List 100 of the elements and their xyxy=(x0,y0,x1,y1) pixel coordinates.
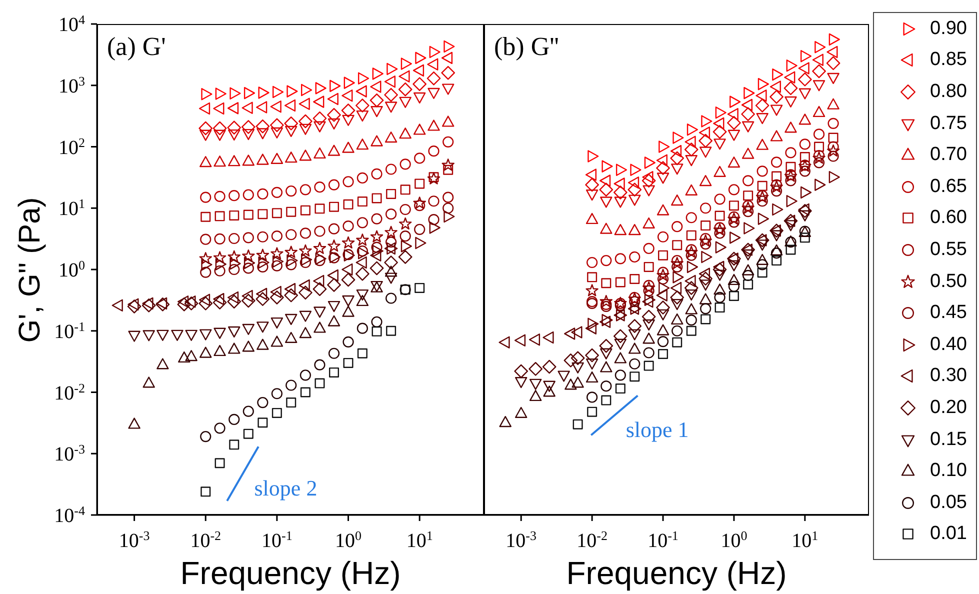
point xyxy=(414,282,425,293)
x-tick-label: 10$^{-1}$ xyxy=(262,528,292,552)
point xyxy=(256,101,268,114)
point xyxy=(198,102,210,115)
point xyxy=(442,202,454,214)
point xyxy=(784,122,797,133)
point xyxy=(400,230,411,242)
point xyxy=(214,458,225,468)
point xyxy=(399,128,412,139)
point xyxy=(799,166,810,177)
point xyxy=(741,107,755,122)
point xyxy=(284,99,296,112)
point xyxy=(586,190,598,201)
point xyxy=(285,126,298,137)
point xyxy=(372,244,384,258)
point xyxy=(686,230,696,240)
point xyxy=(742,200,754,212)
point xyxy=(384,76,396,88)
point xyxy=(828,141,839,152)
point xyxy=(258,256,270,269)
point xyxy=(813,150,825,162)
point xyxy=(342,236,355,249)
point xyxy=(629,358,640,370)
point xyxy=(214,211,225,222)
point xyxy=(713,117,724,130)
point xyxy=(212,121,227,136)
point xyxy=(271,230,282,242)
point xyxy=(728,156,740,168)
point xyxy=(329,367,339,378)
point xyxy=(600,196,612,208)
point xyxy=(201,258,212,271)
point xyxy=(200,156,212,168)
y-tick-label: 10$^{2}$ xyxy=(58,134,85,159)
point xyxy=(602,160,613,172)
point xyxy=(300,370,311,381)
point xyxy=(770,156,782,168)
point xyxy=(286,85,298,98)
point xyxy=(200,192,212,203)
point xyxy=(728,184,740,196)
point xyxy=(586,212,598,224)
point xyxy=(699,146,712,158)
point xyxy=(256,248,270,261)
point xyxy=(800,152,810,162)
point xyxy=(328,144,340,156)
point xyxy=(770,130,783,142)
point xyxy=(441,66,456,80)
point xyxy=(299,244,312,257)
x-tick-label: 10$^{1}$ xyxy=(792,528,818,552)
x-tick-label: 10$^{-2}$ xyxy=(576,528,608,552)
point xyxy=(643,347,654,358)
point xyxy=(314,378,325,388)
point xyxy=(271,186,282,198)
point xyxy=(728,212,740,225)
point xyxy=(714,194,726,205)
point xyxy=(428,88,440,99)
point xyxy=(442,116,454,127)
point xyxy=(256,119,270,134)
point xyxy=(828,118,839,129)
point xyxy=(342,90,353,102)
point xyxy=(700,238,712,250)
point xyxy=(812,64,826,78)
point xyxy=(601,278,612,288)
point xyxy=(372,193,382,204)
point xyxy=(314,121,326,132)
point xyxy=(429,222,440,234)
point xyxy=(242,154,255,166)
point xyxy=(356,217,368,228)
point xyxy=(756,113,768,124)
point xyxy=(342,220,354,232)
point xyxy=(444,40,455,53)
point xyxy=(272,408,282,418)
point xyxy=(242,406,254,417)
point xyxy=(228,264,240,276)
point xyxy=(356,85,367,98)
point xyxy=(784,96,797,108)
point xyxy=(743,190,754,201)
point xyxy=(742,148,754,159)
point xyxy=(200,486,211,497)
x-tick-label: 10$^{0}$ xyxy=(335,528,362,552)
point xyxy=(313,96,324,108)
point xyxy=(372,68,384,80)
point xyxy=(742,270,754,281)
point xyxy=(342,142,354,153)
point xyxy=(356,245,368,257)
point xyxy=(300,256,311,268)
point xyxy=(643,242,654,254)
point xyxy=(714,210,725,221)
point xyxy=(271,388,282,400)
point xyxy=(756,166,768,177)
point xyxy=(615,277,626,288)
legend-label: 0.75 xyxy=(930,112,967,135)
point xyxy=(742,121,754,132)
point xyxy=(657,266,669,278)
point xyxy=(443,164,454,175)
point xyxy=(658,282,670,294)
point xyxy=(199,252,212,264)
point xyxy=(344,76,355,89)
point xyxy=(742,201,754,214)
point xyxy=(328,118,340,130)
point xyxy=(658,140,670,153)
